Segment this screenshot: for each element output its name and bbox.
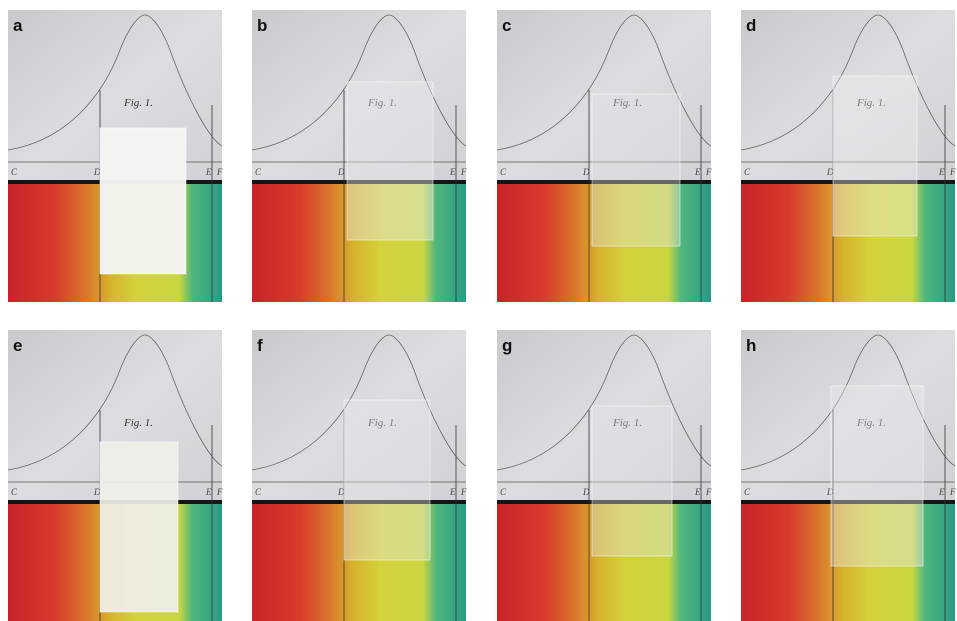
axis-letter: C: [744, 167, 751, 177]
axis-letter: F: [949, 167, 956, 177]
spectrum: [497, 504, 711, 621]
axis-letter: F: [949, 487, 956, 497]
bell-curve: [496, 14, 712, 151]
panel-label: f: [257, 336, 263, 355]
tape-sample: [346, 81, 434, 241]
photo-panel: C D E F Fig. 1. f: [251, 330, 467, 621]
bell-curve: [7, 334, 223, 471]
axis-letter: F: [460, 167, 467, 177]
panel-label: h: [746, 336, 756, 355]
axis-letter: C: [11, 487, 18, 497]
panel-label: d: [746, 16, 756, 35]
bell-curve: [7, 14, 223, 151]
axis-letter: D: [93, 487, 101, 497]
axis-letter: D: [826, 487, 834, 497]
spectrum: [252, 184, 466, 302]
tape-sample: [591, 405, 673, 557]
photo-panel: C D E F Fig. 1. e: [7, 330, 223, 621]
black-band: [497, 180, 711, 184]
axis-letter: F: [705, 487, 712, 497]
black-band: [252, 500, 466, 504]
paper: [741, 10, 955, 182]
panel-label: g: [502, 336, 512, 355]
tape-sample: [832, 75, 918, 237]
bell-curve: [740, 334, 956, 471]
axis-letter: E: [938, 487, 945, 497]
paper: [497, 10, 711, 182]
axis-letter: D: [93, 167, 101, 177]
photo-panel: C D E F Fig. 1. h: [740, 330, 956, 621]
axis-letter: F: [460, 487, 467, 497]
axis-letter: E: [449, 487, 456, 497]
axis-letter: D: [337, 167, 345, 177]
axis-letter: F: [216, 487, 223, 497]
photo-panel: C D E F Fig. 1. c: [496, 10, 712, 302]
axis-letter: C: [255, 487, 262, 497]
axis-letter: C: [500, 487, 507, 497]
axis-letter: E: [938, 167, 945, 177]
plate-text: Fig. 1.: [612, 417, 642, 429]
plate-text: Fig. 1.: [856, 97, 886, 109]
axis-letter: E: [449, 167, 456, 177]
axis-letter: C: [255, 167, 262, 177]
plate-text: Fig. 1.: [612, 97, 642, 109]
plate-text: Fig. 1.: [123, 97, 153, 109]
tape-sample: [830, 385, 924, 567]
photo-panel: C D E F Fig. 1. d: [740, 10, 956, 302]
photo-panel: C D E F Fig. 1. b: [251, 10, 467, 302]
panel-label: a: [13, 16, 23, 35]
axis-letter: E: [205, 487, 212, 497]
spectrum: [497, 184, 711, 302]
axis-letter: D: [826, 167, 834, 177]
axis-letter: C: [11, 167, 18, 177]
tape-sample: [99, 127, 187, 275]
axis-letter: E: [694, 167, 701, 177]
spectrum: [741, 184, 955, 302]
axis-letter: F: [705, 167, 712, 177]
bell-curve: [251, 334, 467, 471]
paper: [497, 330, 711, 502]
spectrum: [741, 504, 955, 621]
bell-curve: [496, 334, 712, 471]
axis-letter: C: [500, 167, 507, 177]
panel-label: c: [502, 16, 511, 35]
paper: [252, 10, 466, 182]
axis-letter: C: [744, 487, 751, 497]
panel-label: b: [257, 16, 267, 35]
panel-label: e: [13, 336, 22, 355]
axis-letter: E: [205, 167, 212, 177]
tape-sample: [591, 93, 681, 247]
axis-letter: D: [582, 167, 590, 177]
black-band: [497, 500, 711, 504]
black-band: [741, 500, 955, 504]
photo-panel: C D E F Fig. 1. g: [496, 330, 712, 621]
black-band: [252, 180, 466, 184]
plate-text: Fig. 1.: [856, 417, 886, 429]
plate-text: Fig. 1.: [367, 417, 397, 429]
black-band: [741, 180, 955, 184]
plate-text: Fig. 1.: [367, 97, 397, 109]
photo-panel: C D E F Fig. 1. a: [7, 10, 223, 302]
axis-letter: F: [216, 167, 223, 177]
plate-text: Fig. 1.: [123, 417, 153, 429]
axis-letter: D: [582, 487, 590, 497]
bell-curve: [740, 14, 956, 151]
axis-letter: D: [337, 487, 345, 497]
tape-sample: [99, 441, 179, 613]
tape-sample: [343, 399, 431, 561]
paper: [741, 330, 955, 502]
axis-letter: E: [694, 487, 701, 497]
